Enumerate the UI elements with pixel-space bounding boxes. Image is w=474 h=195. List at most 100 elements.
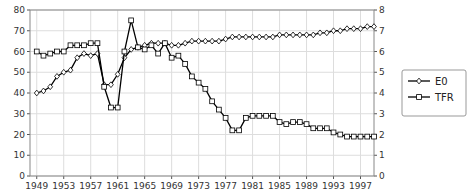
- y-tick-label: 60: [14, 47, 26, 57]
- point: [257, 113, 262, 118]
- axes: 1949195319571961196519691973197719811985…: [14, 5, 385, 191]
- point: [311, 32, 316, 38]
- point: [129, 18, 134, 23]
- y2-tick-label: 7: [379, 26, 385, 36]
- x-tick-label: 1981: [241, 181, 264, 191]
- point: [291, 32, 296, 38]
- point: [203, 38, 208, 44]
- x-tick-label: 1965: [133, 181, 156, 191]
- point: [68, 67, 73, 73]
- point: [324, 126, 329, 131]
- y-tick-label: 0: [19, 171, 25, 181]
- point: [351, 26, 356, 32]
- x-tick-label: 1985: [268, 181, 291, 191]
- point: [351, 134, 356, 139]
- point: [68, 43, 73, 48]
- point: [223, 116, 228, 121]
- point: [270, 34, 275, 40]
- y2-tick-label: 6: [379, 47, 385, 57]
- point: [277, 120, 282, 125]
- point: [358, 134, 363, 139]
- point: [345, 134, 350, 139]
- legend-label: E0: [435, 76, 448, 87]
- point: [291, 120, 296, 125]
- point: [318, 126, 323, 131]
- point: [365, 134, 370, 139]
- legend-label: TFR: [434, 92, 454, 103]
- x-tick-label: 1969: [160, 181, 183, 191]
- y2-tick-label: 3: [379, 109, 385, 119]
- point: [136, 44, 141, 50]
- point: [183, 62, 188, 67]
- point: [48, 51, 53, 56]
- y-grid-line: [30, 51, 374, 52]
- point: [243, 116, 248, 121]
- y-tick-label: 40: [14, 88, 26, 98]
- y-grid-line: [30, 72, 374, 73]
- point: [331, 28, 336, 34]
- point: [156, 51, 161, 56]
- x-tick-label: 1989: [295, 181, 318, 191]
- point: [358, 26, 363, 32]
- legend-box: [402, 70, 466, 116]
- point: [183, 40, 188, 46]
- y-grid-line: [30, 113, 374, 114]
- point: [230, 128, 235, 133]
- point: [345, 26, 350, 32]
- point: [257, 34, 262, 40]
- point: [75, 43, 80, 48]
- point: [156, 40, 161, 46]
- point: [311, 126, 316, 131]
- point: [176, 53, 181, 58]
- y-grid-line: [30, 93, 374, 94]
- point: [88, 41, 93, 46]
- point: [48, 84, 53, 90]
- point: [250, 113, 255, 118]
- point: [115, 105, 120, 110]
- y2-tick-label: 4: [379, 88, 385, 98]
- point: [196, 38, 201, 44]
- legend: E0 TFR: [402, 70, 466, 116]
- point: [189, 74, 194, 79]
- point: [223, 36, 228, 42]
- point: [163, 40, 168, 46]
- y-tick-label: 70: [14, 26, 26, 36]
- x-tick-label: 1993: [322, 181, 345, 191]
- point: [203, 86, 208, 91]
- y-tick-label: 50: [14, 67, 26, 77]
- point: [55, 49, 60, 54]
- point: [169, 55, 174, 60]
- x-tick-label: 1953: [52, 181, 75, 191]
- y2-tick-label: 8: [379, 5, 385, 15]
- x-tick-label: 1957: [79, 181, 102, 191]
- grid: [30, 10, 374, 176]
- point: [250, 34, 255, 40]
- y2-tick-label: 0: [379, 171, 385, 181]
- point: [41, 53, 46, 58]
- series-line: [37, 20, 374, 136]
- point: [75, 55, 80, 61]
- point: [338, 132, 343, 137]
- point: [61, 49, 66, 54]
- y-tick-label: 10: [14, 150, 26, 160]
- x-tick-label: 1997: [349, 181, 372, 191]
- point: [34, 90, 39, 96]
- point: [304, 122, 309, 127]
- y2-tick-label: 5: [379, 67, 385, 77]
- point: [82, 51, 87, 57]
- point: [284, 32, 289, 38]
- point: [297, 120, 302, 125]
- point: [149, 43, 154, 48]
- point: [115, 71, 120, 77]
- y-grid-line: [30, 134, 374, 135]
- point: [304, 32, 309, 38]
- point: [210, 99, 215, 104]
- point: [264, 113, 269, 118]
- point: [284, 122, 289, 127]
- point: [109, 82, 114, 88]
- point: [264, 34, 269, 40]
- point: [237, 34, 242, 40]
- point: [372, 134, 377, 139]
- point: [230, 34, 235, 40]
- y-tick-label: 30: [14, 109, 26, 119]
